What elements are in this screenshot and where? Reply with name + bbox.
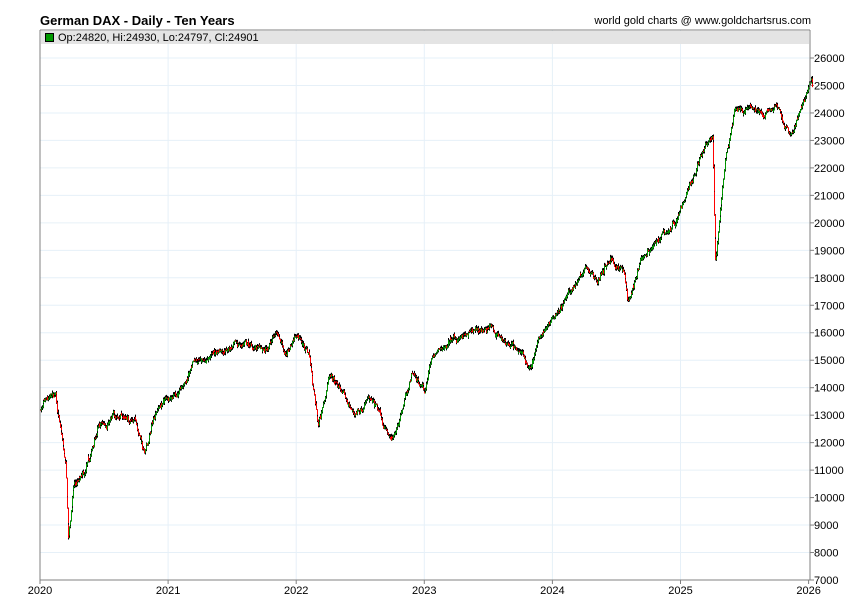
ohlc-legend: Op:24820, Hi:24930, Lo:24797, Cl:24901: [41, 31, 809, 44]
y-tick-label: 9000: [814, 520, 838, 532]
chart-title: German DAX - Daily - Ten Years: [40, 13, 235, 28]
y-tick-label: 10000: [814, 493, 845, 505]
legend-swatch-icon: [45, 33, 54, 42]
y-tick-label: 22000: [814, 163, 845, 175]
y-tick-label: 13000: [814, 410, 845, 422]
ohlc-legend-text: Op:24820, Hi:24930, Lo:24797, Cl:24901: [58, 32, 259, 44]
x-tick-label: 2023: [412, 585, 436, 597]
x-tick-label: 2026: [796, 585, 820, 597]
x-tick-label: 2021: [156, 585, 180, 597]
y-tick-label: 24000: [814, 108, 845, 120]
y-tick-label: 16000: [814, 328, 845, 340]
y-tick-label: 20000: [814, 218, 845, 230]
y-tick-label: 25000: [814, 80, 845, 92]
y-tick-label: 26000: [814, 53, 845, 65]
y-tick-label: 11000: [814, 465, 844, 477]
x-tick-label: 2020: [28, 585, 52, 597]
price-bars: [40, 75, 813, 540]
y-tick-label: 21000: [814, 190, 845, 202]
y-tick-label: 17000: [814, 300, 845, 312]
x-tick-label: 2022: [284, 585, 308, 597]
x-tick-label: 2024: [540, 585, 564, 597]
y-tick-label: 19000: [814, 245, 845, 257]
x-tick-label: 2025: [668, 585, 692, 597]
y-tick-label: 14000: [814, 383, 845, 395]
y-tick-label: 15000: [814, 355, 845, 367]
y-tick-label: 18000: [814, 273, 845, 285]
y-tick-label: 12000: [814, 438, 845, 450]
y-tick-label: 7000: [814, 575, 838, 587]
y-tick-label: 8000: [814, 548, 838, 560]
y-tick-label: 23000: [814, 135, 845, 147]
chart-credit: world gold charts @ www.goldchartsrus.co…: [594, 15, 811, 27]
